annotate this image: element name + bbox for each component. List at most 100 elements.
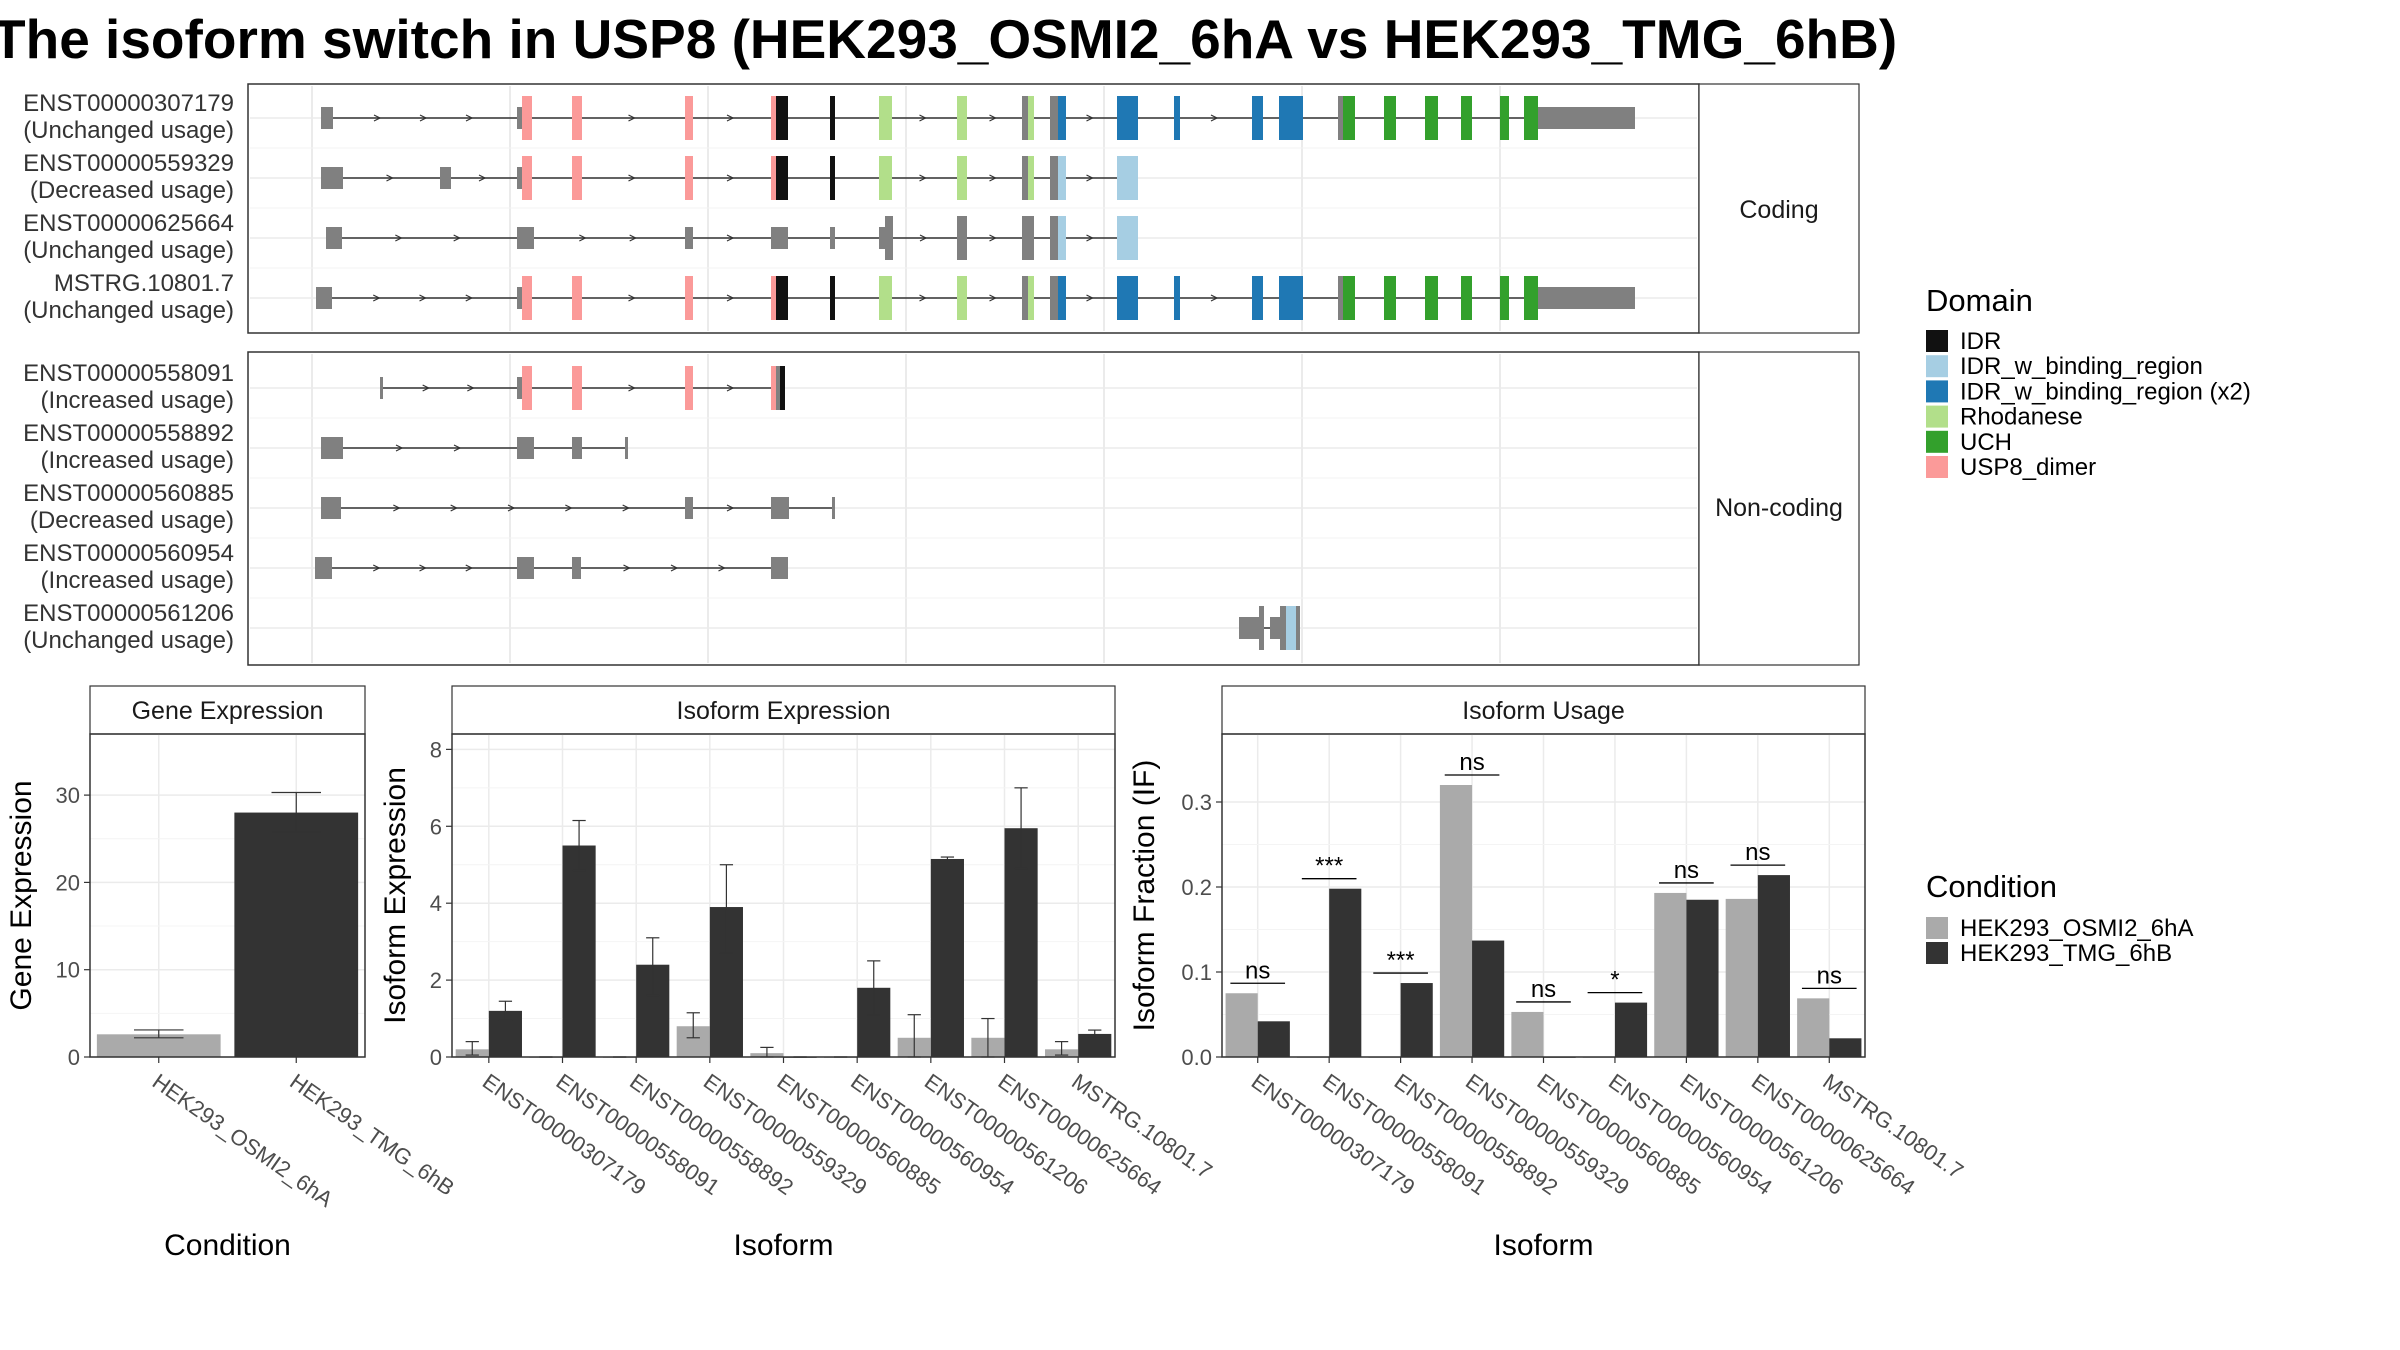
- exon: [1050, 276, 1058, 320]
- intron-arrow: [478, 174, 487, 182]
- panel-strip: [89, 685, 366, 735]
- panel-strip: [451, 685, 1116, 735]
- exon: [685, 276, 693, 320]
- transcript-row: [316, 276, 1635, 320]
- exon: [1028, 276, 1034, 320]
- exon: [1259, 606, 1264, 650]
- exon: [572, 276, 582, 320]
- condition-legend-swatch: [1926, 942, 1948, 964]
- significance-label: ns: [1459, 749, 1484, 776]
- condition-legend-swatch: [1926, 917, 1948, 939]
- exon: [517, 107, 522, 129]
- exon: [522, 276, 532, 320]
- condition-legend-title: Condition: [1926, 869, 2057, 904]
- y-tick-label: 0.2: [1181, 875, 1212, 900]
- exon: [1022, 216, 1034, 260]
- exon: [1117, 276, 1138, 320]
- intron-arrow: [919, 174, 927, 182]
- exon: [1174, 96, 1180, 140]
- intron-arrow: [453, 444, 462, 452]
- exon: [780, 366, 785, 410]
- transcript-rows: [315, 96, 1635, 650]
- exon: [776, 96, 788, 140]
- transcript-row: [321, 156, 1138, 200]
- transcript-id-label: ENST00000558091: [23, 360, 234, 387]
- intron-arrow: [1086, 294, 1094, 302]
- transcript-row: [380, 366, 785, 410]
- y-tick-label: 10: [56, 958, 80, 983]
- intron-arrow: [453, 234, 462, 242]
- exon: [830, 96, 835, 140]
- intron-arrow: [628, 174, 636, 182]
- intron-arrow: [1210, 294, 1219, 302]
- exon: [685, 366, 693, 410]
- intron-arrow: [726, 114, 735, 122]
- transcript-row: [321, 437, 628, 459]
- transcript-id-label: ENST00000625664: [23, 210, 234, 237]
- intron-arrow: [726, 504, 735, 512]
- intron-arrow: [623, 564, 631, 572]
- exon: [1239, 617, 1259, 639]
- exon: [771, 366, 776, 410]
- exon: [1174, 276, 1180, 320]
- bar: [1614, 1002, 1648, 1057]
- exon: [1022, 276, 1028, 320]
- exon: [1280, 606, 1286, 650]
- intron-arrow: [629, 234, 638, 242]
- y-tick-label: 30: [56, 783, 80, 808]
- transcript-id-label: MSTRG.10801.7: [54, 270, 234, 297]
- intron-arrow: [1086, 114, 1094, 122]
- exon: [1022, 96, 1028, 140]
- intron-arrow: [373, 114, 382, 122]
- y-axis-title: Isoform Fraction (IF): [1128, 760, 1161, 1032]
- exon: [572, 96, 582, 140]
- exon: [522, 96, 532, 140]
- exon: [1338, 276, 1343, 320]
- bar: [1654, 892, 1687, 1057]
- bar: [1686, 899, 1719, 1057]
- bar: [1439, 785, 1473, 1057]
- intron-arrow: [467, 384, 475, 392]
- exon: [1028, 96, 1034, 140]
- bar: [96, 1034, 221, 1057]
- bar: [1511, 1011, 1544, 1057]
- intron-arrow: [393, 504, 401, 512]
- domain-legend-label: IDR_w_binding_region (x2): [1960, 378, 2251, 405]
- gene-expression-chart: Gene Expression0102030HEK293_OSMI2_6hAHE…: [5, 685, 459, 1262]
- exon: [685, 227, 693, 249]
- domain-legend-label: UCH: [1960, 429, 2012, 456]
- exon: [1425, 96, 1438, 140]
- intron-arrow: [422, 384, 431, 392]
- transcript-row: [326, 216, 1138, 260]
- y-tick-label: 4: [430, 891, 442, 916]
- exon: [572, 366, 582, 410]
- domain-legend-label: USP8_dimer: [1960, 454, 2096, 481]
- intron-arrow: [507, 504, 516, 512]
- exon: [1384, 96, 1396, 140]
- y-tick-label: 0: [68, 1045, 80, 1070]
- bar: [1757, 875, 1790, 1057]
- significance-label: ***: [1387, 947, 1415, 974]
- transcript-usage-label: (Increased usage): [41, 567, 234, 594]
- transcript-id-label: ENST00000559329: [23, 150, 234, 177]
- condition-legend-label: HEK293_TMG_6hB: [1960, 940, 2172, 967]
- bar: [1329, 888, 1362, 1057]
- intron-arrow: [989, 234, 997, 242]
- exon: [517, 227, 534, 249]
- significance-label: ns: [1245, 957, 1270, 984]
- exon: [517, 167, 522, 189]
- exon: [517, 377, 522, 399]
- y-tick-label: 0.0: [1181, 1045, 1212, 1070]
- exon: [885, 216, 893, 260]
- exon: [776, 156, 788, 200]
- exon: [1028, 156, 1034, 200]
- exon: [326, 227, 342, 249]
- exon: [957, 216, 967, 260]
- intron-arrow: [919, 114, 927, 122]
- intron-arrow: [419, 114, 428, 122]
- bar: [1078, 1033, 1112, 1057]
- exon: [771, 227, 788, 249]
- intron-arrow: [1210, 114, 1219, 122]
- bar: [234, 812, 359, 1057]
- intron-arrow: [1086, 234, 1094, 242]
